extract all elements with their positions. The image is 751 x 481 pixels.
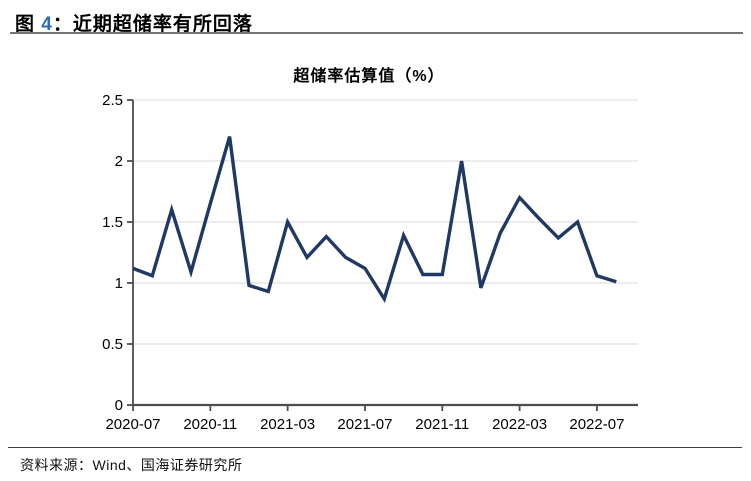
x-tick-label: 2020-07 xyxy=(105,416,160,433)
y-tick-label: 2 xyxy=(115,153,123,170)
header-divider xyxy=(10,32,743,34)
y-tick-labels: 0 0.5 1 1.5 2 2.5 xyxy=(102,92,123,414)
figure-title: ：近期超储率有所回落 xyxy=(52,14,253,35)
axis-ticks xyxy=(127,99,598,411)
series-line xyxy=(132,136,617,303)
gridlines xyxy=(133,99,638,345)
chart-title: 超储率估算值（%） xyxy=(293,68,445,85)
x-tick-label: 2021-07 xyxy=(337,416,392,433)
figure-label: 图 xyxy=(15,14,42,35)
figure-caption: 图 4：近期超储率有所回落 xyxy=(15,9,253,36)
y-tick-label: 1.5 xyxy=(102,214,123,231)
x-tick-label: 2022-07 xyxy=(569,416,624,433)
x-tick-label: 2021-11 xyxy=(415,416,469,433)
footer-divider xyxy=(8,447,742,448)
x-tick-label: 2021-03 xyxy=(260,416,315,433)
source-note: 资料来源：Wind、国海证券研究所 xyxy=(20,457,243,473)
y-tick-label: 2.5 xyxy=(102,92,123,109)
y-tick-label: 0 xyxy=(115,397,123,414)
y-tick-label: 1 xyxy=(115,275,123,292)
x-tick-label: 2020-11 xyxy=(183,416,237,433)
figure-number: 4 xyxy=(41,14,53,35)
axes xyxy=(132,100,638,407)
x-tick-label: 2022-03 xyxy=(492,416,547,433)
x-tick-labels: 2020-07 2020-11 2021-03 2021-07 2021-11 2022-… xyxy=(105,416,624,433)
y-tick-label: 0.5 xyxy=(102,336,123,353)
